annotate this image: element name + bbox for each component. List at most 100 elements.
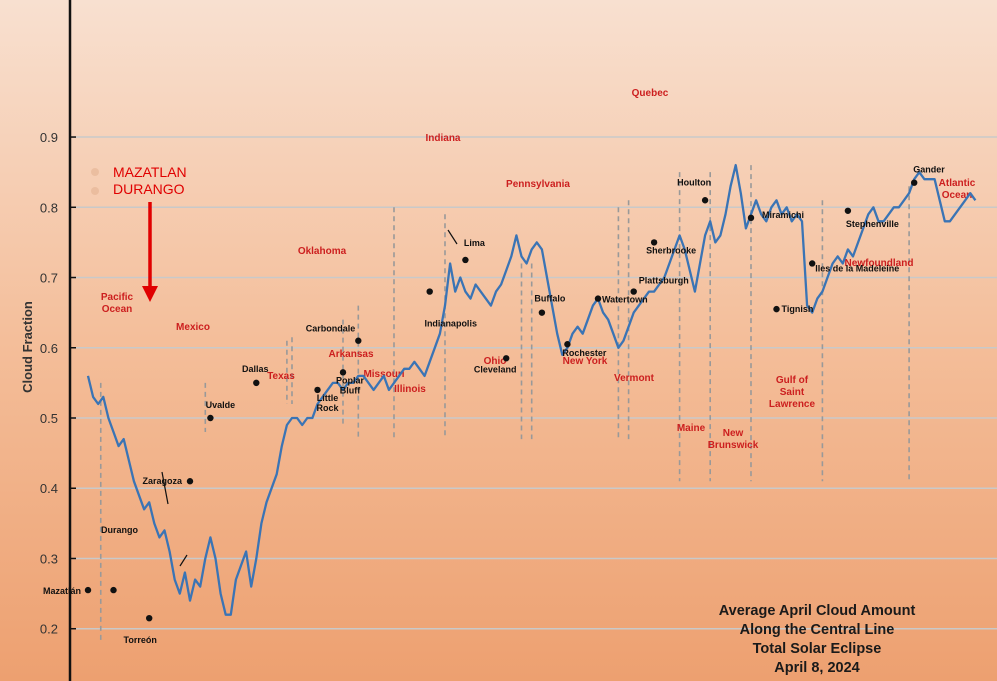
y-tick-label: 0.8 [40,200,58,215]
region-label: Ocean [102,304,133,315]
city-label: Gander [913,165,945,175]
y-tick-label: 0.5 [40,411,58,426]
city-markers: Mazatlán Durango Torreón Zaragoza Uvalde Dall… [43,165,945,645]
city-label: Rochester [562,348,607,358]
city-label: Uvalde [206,400,236,410]
city-marker [844,207,852,214]
region-label: Pennsylvania [506,179,570,190]
city-marker [773,305,780,313]
y-tick-label: 0.3 [40,551,58,566]
city-label-line2: Rock [316,403,339,413]
note-line-2: DURANGO [113,181,185,197]
city-marker [426,288,433,295]
y-tick-label: 0.4 [40,481,58,496]
y-tick-label: 0.2 [40,622,58,637]
location-pin-icon [91,168,99,195]
city-marker [253,379,260,387]
city-label: Little [317,393,339,403]
city-label: Watertown [602,295,648,305]
region-label: Mexico [176,322,210,333]
pointer-line [161,471,169,505]
region-label: Ohio [484,356,507,367]
city-label: Cleveland [474,364,517,374]
title-line-2: Along the Central Line [740,622,895,638]
y-tick-label: 0.7 [40,271,58,286]
city-label: Lima [464,238,486,248]
region-label: Brunswick [708,440,759,451]
city-marker [186,478,194,485]
y-tick-label: 0.9 [40,130,58,145]
city-label: Plattsburgh [639,276,689,286]
region-label: Gulf of [776,375,809,386]
city-marker [564,341,571,348]
city-label: Poplar [336,375,365,385]
down-arrow-icon [142,286,158,302]
city-marker [701,197,709,204]
city-marker [355,337,362,344]
city-label: Stephenville [846,219,899,229]
city-marker [339,369,347,376]
city-label: Iles de la Madeleine [815,263,899,273]
city-marker [110,586,117,594]
region-label: Vermont [614,373,655,384]
city-marker [594,295,602,302]
city-marker [650,239,658,246]
region-label: Pacific [101,292,134,303]
mazatlan-durango-note: MAZATLAN DURANGO [91,164,187,302]
region-label: Texas [267,371,295,382]
city-marker [314,386,321,394]
city-label: Tignish [782,304,814,314]
region-labels: PacificOceanMexicoTexasOklahomaArkansasM… [101,88,976,451]
city-label: Durango [101,525,139,535]
region-label: Quebec [632,88,669,99]
city-label: Zaragoza [142,476,183,486]
city-label: Miramichi [762,210,804,220]
city-marker [809,260,816,267]
title-line-4: April 8, 2024 [774,660,859,676]
region-label: Missouri [363,369,404,380]
region-label: New [723,428,744,439]
city-label: Houlton [677,177,711,187]
region-label: Indiana [425,133,460,144]
cloud-fraction-line [86,163,977,616]
city-label: Buffalo [534,294,565,304]
title-line-1: Average April Cloud Amount [719,603,916,619]
region-label: Oklahoma [298,246,347,257]
gridlines [70,136,997,630]
city-marker [207,414,214,422]
city-label: Torreón [124,635,157,645]
city-marker [630,288,637,295]
city-label: Indianapolis [424,319,477,329]
city-marker [747,214,755,222]
region-label: Lawrence [769,399,816,410]
city-marker [146,614,153,622]
city-label: Dallas [242,364,269,374]
pointer-line [179,554,188,567]
y-tick-label: 0.6 [40,341,58,356]
city-label: Sherbrooke [646,245,696,255]
city-marker [462,256,469,264]
y-axis-label: Cloud Fraction [20,301,35,393]
pointer-line [447,229,458,245]
city-label: Carbondale [306,324,356,334]
region-label: Ocean [942,190,973,201]
city-marker [538,309,546,316]
region-label: Atlantic [939,178,976,189]
region-label: Saint [780,387,805,398]
city-marker [911,179,918,186]
y-tick-labels: 0.10.20.30.40.50.60.70.80.9 [40,130,76,637]
region-label: Maine [677,423,706,434]
city-marker [503,355,510,362]
region-label: Newfoundland [845,258,914,269]
region-label: Illinois [394,384,426,395]
city-label: Mazatlán [43,586,81,596]
title-line-3: Total Solar Eclipse [753,641,882,657]
note-line-1: MAZATLAN [113,164,187,180]
chart-title: Average April Cloud Amount Along the Cen… [719,603,916,676]
city-marker [84,586,92,594]
region-label: New York [563,356,608,367]
region-label: Arkansas [328,349,373,360]
city-label-line2: Bluff [340,385,361,395]
